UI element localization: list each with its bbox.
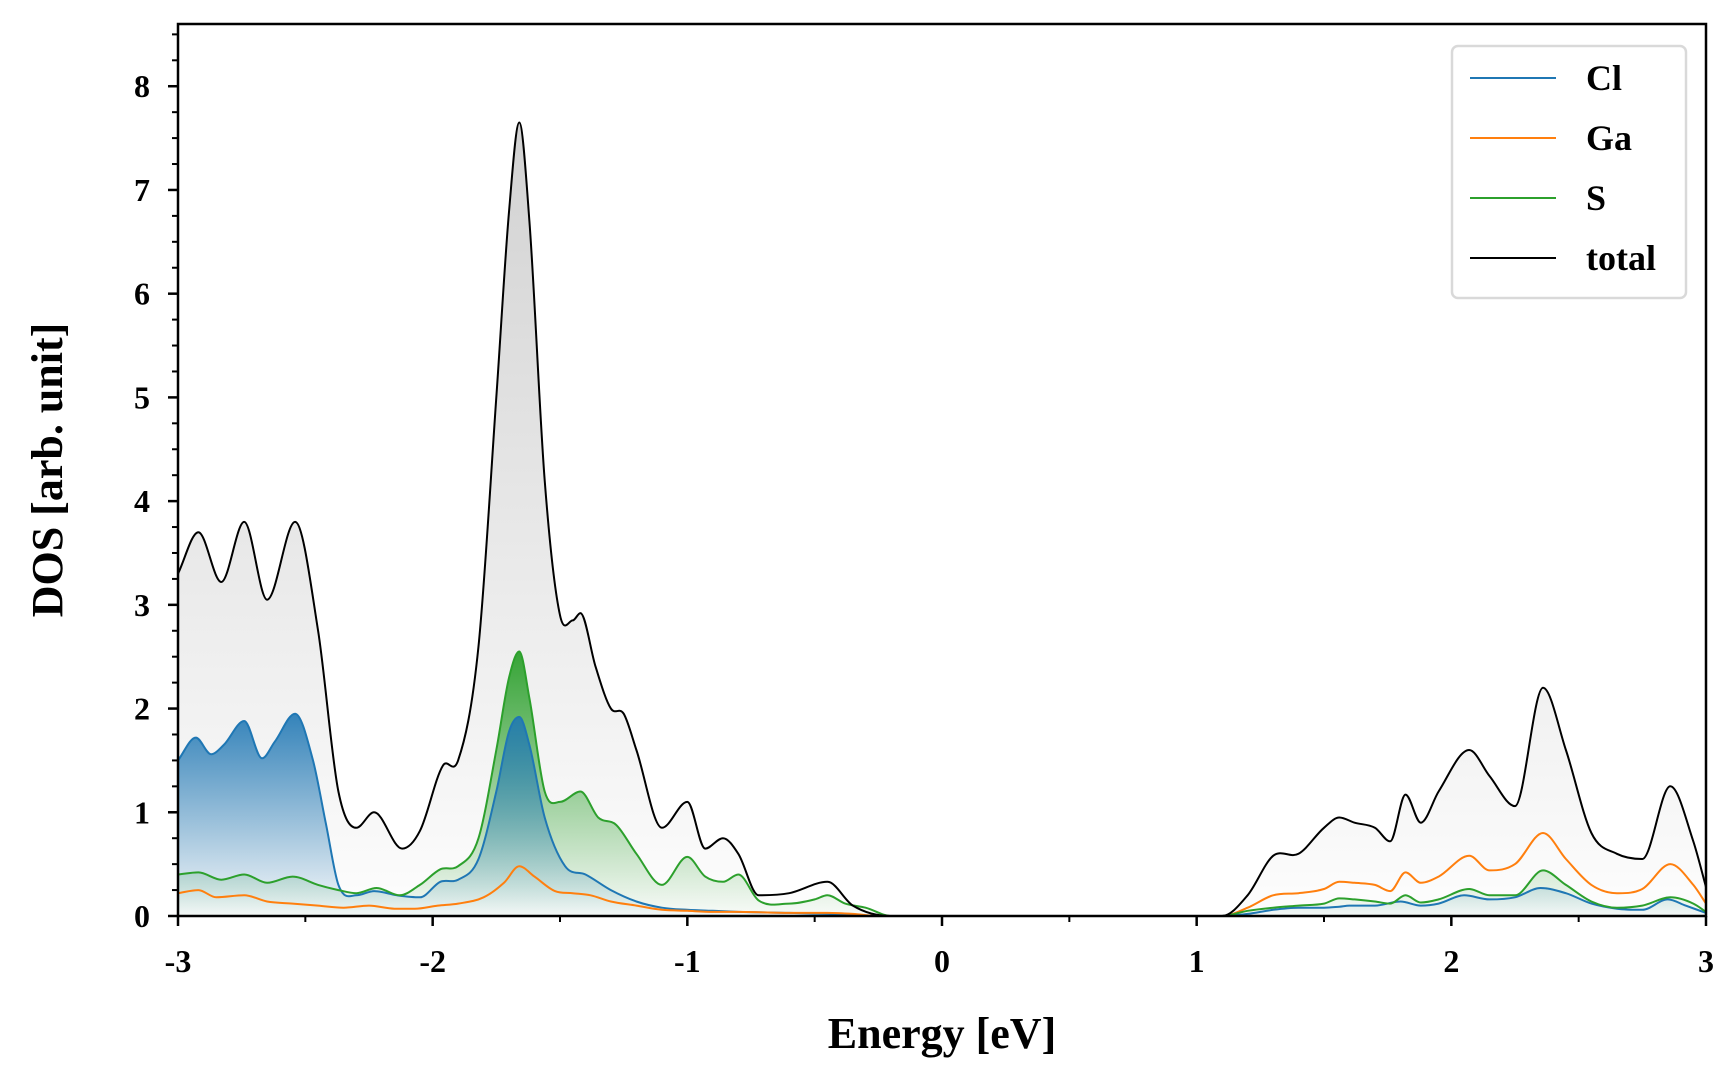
tick-labels: -3 -2 -1 0 1 2 3 0 1 2 3 4 5 6 7 8 xyxy=(134,68,1714,979)
x-axis-label: Energy [eV] xyxy=(828,1009,1057,1058)
legend-label-total: total xyxy=(1586,238,1656,278)
legend-label-cl: Cl xyxy=(1586,58,1622,98)
series-lines xyxy=(177,121,1707,918)
y-tick-label: 6 xyxy=(134,276,150,312)
legend-label-ga: Ga xyxy=(1586,118,1632,158)
y-tick-label: 8 xyxy=(134,68,150,104)
x-tick-label: -3 xyxy=(165,943,192,979)
series-line-cl xyxy=(177,712,1707,918)
y-tick-label: 3 xyxy=(134,587,150,623)
y-axis-label: DOS [arb. unit] xyxy=(23,323,72,618)
y-tick-label: 1 xyxy=(134,794,150,830)
y-tick-label: 2 xyxy=(134,691,150,727)
y-tick-label: 5 xyxy=(134,379,150,415)
x-tick-label: 1 xyxy=(1189,943,1205,979)
axis-ticks xyxy=(168,33,1708,926)
y-tick-label: 4 xyxy=(134,483,150,519)
x-tick-label: 0 xyxy=(934,943,950,979)
y-tick-label: 7 xyxy=(134,172,150,208)
series-line-total xyxy=(177,121,1707,918)
series-fills xyxy=(178,122,1706,916)
legend-label-s: S xyxy=(1586,178,1606,218)
x-tick-label: -2 xyxy=(419,943,446,979)
x-tick-label: -1 xyxy=(674,943,701,979)
series-fill-cl xyxy=(178,713,1706,916)
series-fill-s xyxy=(178,651,1706,916)
series-line-s xyxy=(177,650,1707,918)
y-tick-label: 0 xyxy=(134,898,150,934)
series-line-ga xyxy=(177,832,1707,918)
legend-box xyxy=(1450,44,1688,300)
x-tick-label: 3 xyxy=(1698,943,1714,979)
x-tick-label: 2 xyxy=(1443,943,1459,979)
series-fill-total xyxy=(178,122,1706,916)
